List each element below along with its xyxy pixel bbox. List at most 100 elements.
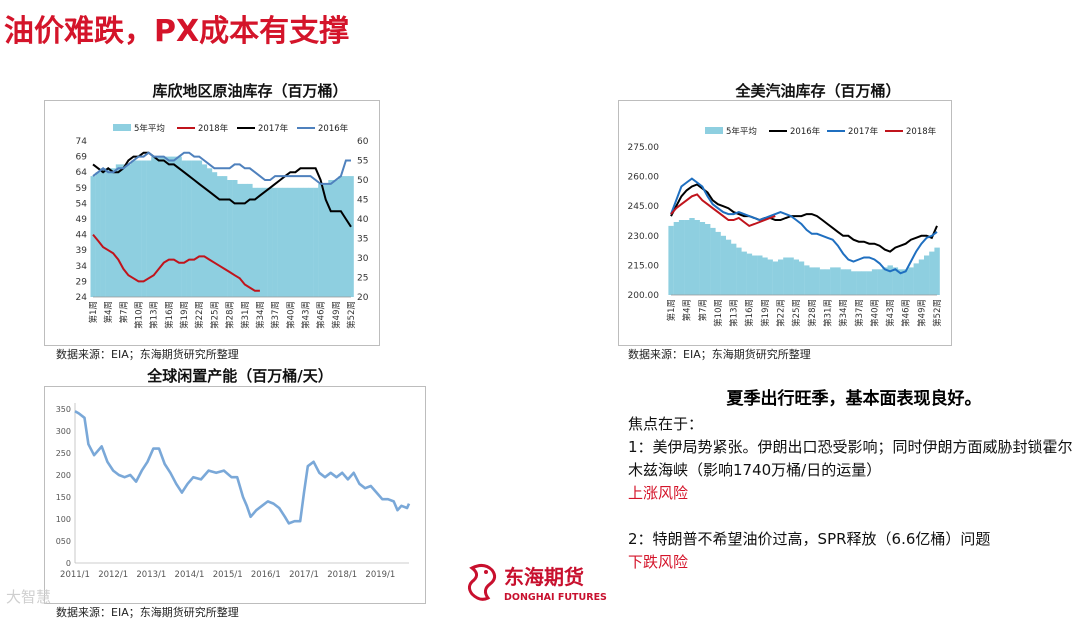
chart1-x-tick: 第7周 (118, 301, 129, 323)
chart2-frame: 200.00 215.00 230.00 245.00 260.00 275.00 第1周第… (618, 100, 952, 346)
chart1-area-bar (318, 183, 324, 297)
chart1-x-tick: 第31周 (240, 301, 251, 329)
chart1-area-bar (166, 156, 172, 297)
chart3-x-tick: 2019/1 (365, 570, 395, 580)
chart1-area-bar (217, 176, 223, 297)
chart3-x-tick: 2017/1 (289, 570, 319, 580)
chart3-x-tick: 2011/1 (60, 570, 90, 580)
chart3-y-tick: 0 (66, 559, 71, 568)
chart2-area-bar (908, 267, 914, 295)
chart2-area-bar (684, 220, 690, 295)
chart1-area-bar (146, 160, 152, 297)
chart1-area-bar (262, 187, 268, 297)
chart2-area-bar (887, 265, 893, 295)
chart3-source: 数据来源：EIA；东海期货研究所整理 (56, 606, 239, 619)
chart1-area-bar (323, 183, 329, 297)
chart1-yright-tick: 25 (357, 274, 368, 284)
chart1-source: 数据来源：EIA；东海期货研究所整理 (56, 348, 239, 361)
chart1-yleft-tick: 44 (76, 231, 88, 241)
chart2-area-bar (767, 259, 773, 295)
chart1-legend-label: 2018年 (198, 123, 229, 134)
chart3-y-tick: 150 (56, 493, 71, 502)
chart1-series-line (92, 151, 351, 185)
chart2-legend-label: 2017年 (848, 126, 879, 137)
chart1-area-bar (156, 156, 162, 297)
logo-en: DONGHAI FUTURES (504, 592, 607, 603)
chart1-yleft-tick: 64 (76, 168, 88, 178)
chart2-area-bar (824, 269, 831, 295)
chart1-x-tick: 第40周 (285, 301, 296, 329)
chart1-area-bar (105, 168, 111, 297)
chart2-x-tick: 第40周 (869, 299, 880, 327)
chart1-area-bar (125, 164, 132, 297)
chart1-area-bar (328, 180, 334, 297)
donghai-logo: 东海期货 DONGHAI FUTURES (462, 560, 612, 606)
chart1-x-tick: 第22周 (194, 301, 205, 329)
chart1-x-tick: 第1周 (88, 301, 99, 323)
chart1-area-bar (181, 160, 187, 297)
chart2-y-tick: 260.00 (628, 173, 660, 183)
chart2-area-bar (710, 227, 716, 295)
chart1-area-bar (308, 187, 314, 297)
chart1-x-tick: 第43周 (300, 301, 311, 329)
chart2-area-bar (725, 239, 732, 295)
chart1-area-bar (120, 164, 127, 297)
chart2-area-bar (845, 269, 852, 295)
chart1-yright-tick: 60 (357, 137, 369, 147)
chart3-y-tick: 350 (56, 405, 71, 414)
chart1-area-bar (303, 187, 309, 297)
chart2-area-bar (705, 224, 711, 295)
chart2-area-bar (720, 235, 726, 295)
chart1-area-bar (242, 183, 248, 297)
chart3-x-tick: 2016/1 (251, 570, 281, 580)
chart2-area-bar (778, 259, 784, 295)
chart1-area-bar (313, 187, 319, 297)
chart2-area-bar (892, 267, 899, 295)
chart1-area-bar (237, 183, 243, 297)
chart2-area-bar (788, 257, 794, 295)
chart2-area-bar (861, 271, 867, 295)
chart2-y-tick: 230.00 (628, 232, 660, 242)
chart2-area-bar (871, 269, 878, 295)
chart2-area-bar (877, 269, 883, 295)
chart2-area-bar (689, 218, 695, 295)
chart1-legend-label: 2017年 (258, 123, 289, 134)
logo-cn: 东海期货 (504, 565, 584, 589)
analysis-point2: 2：特朗普不希望油价过高，SPR释放（6.6亿桶）问题 (628, 530, 991, 548)
chart2-area-bar (751, 255, 758, 295)
chart1-area-bar (136, 160, 142, 297)
chart1-area-bar (196, 160, 203, 297)
chart2-area-bar (736, 247, 742, 295)
chart1-area-bar (338, 176, 344, 297)
chart1-area-bar (232, 180, 238, 297)
chart2-x-tick: 第10周 (713, 299, 724, 327)
analysis-risk1: 上涨风险 (628, 484, 689, 502)
chart1-area-bar (171, 156, 177, 297)
chart1-area-bar (348, 176, 354, 297)
chart2-x-tick: 第46周 (901, 299, 912, 327)
chart2-y-tick: 275.00 (628, 143, 660, 153)
chart2-area-bar (793, 259, 799, 295)
chart1-x-tick: 第19周 (179, 301, 190, 329)
chart1-yleft-tick: 39 (76, 246, 88, 256)
chart1-x-tick: 第52周 (346, 301, 357, 329)
chart1-x-tick: 第13周 (149, 301, 160, 329)
analysis-intro: 焦点在于： (628, 415, 704, 433)
chart2-area-bar (699, 222, 706, 295)
chart1-yright-tick: 55 (357, 157, 368, 167)
chart1-yleft-tick: 59 (76, 184, 88, 194)
logo-svg: 东海期货 DONGHAI FUTURES (467, 563, 607, 603)
chart1-yright-tick: 20 (357, 293, 369, 303)
chart1-x-tick: 第25周 (209, 301, 220, 329)
chart1-x-tick: 第16周 (164, 301, 175, 329)
chart2-x-tick: 第31周 (822, 299, 833, 327)
chart2-x-tick: 第7周 (697, 299, 708, 321)
chart3-title: 全球闲置产能（百万桶/天） (147, 367, 333, 385)
chart1-series-line (92, 233, 260, 292)
chart1-x-tick: 第46周 (316, 301, 327, 329)
chart3-frame: 0 050 100 150 200 250 300 350 2011/1 2012/1 2013/1… (44, 386, 426, 604)
chart1-yleft-tick: 29 (76, 277, 88, 287)
analysis-risk2: 下跌风险 (628, 553, 689, 571)
chart2-area-bar (819, 269, 826, 295)
chart1-area-bar (110, 168, 117, 297)
